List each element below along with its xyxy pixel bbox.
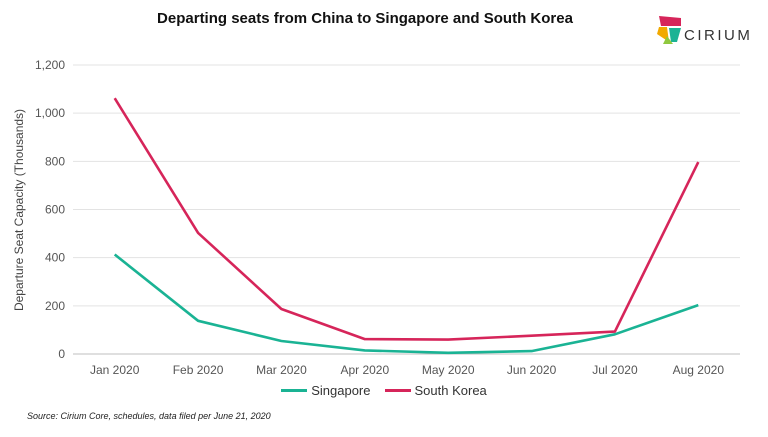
x-tick-label: Jun 2020 bbox=[507, 363, 557, 377]
y-tick-label: 1,200 bbox=[35, 58, 65, 72]
cirium-logo-icon bbox=[657, 16, 681, 44]
y-tick-label: 800 bbox=[45, 154, 65, 168]
y-tick-label: 200 bbox=[45, 299, 65, 313]
legend-item-south-korea: South Korea bbox=[384, 383, 487, 398]
source-note: Source: Cirium Core, schedules, data fil… bbox=[27, 411, 271, 421]
logo-text: CIRIUM bbox=[684, 27, 753, 44]
y-tick-label: 1,000 bbox=[35, 106, 65, 120]
chart-title: Departing seats from China to Singapore … bbox=[157, 10, 573, 27]
y-tick-label: 0 bbox=[58, 347, 65, 361]
series-line-singapore bbox=[113, 253, 699, 355]
y-tick-labels: 0 200 400 600 800 1,000 1,200 bbox=[35, 58, 65, 361]
x-tick-label: Mar 2020 bbox=[256, 363, 307, 377]
series-line-south-korea bbox=[113, 97, 700, 341]
logo-mark-top bbox=[659, 16, 681, 26]
legend-label-singapore: Singapore bbox=[311, 383, 371, 398]
legend: Singapore South Korea bbox=[0, 383, 768, 398]
y-tick-label: 600 bbox=[45, 203, 65, 217]
logo-mark-right bbox=[669, 28, 681, 42]
x-tick-labels: Jan 2020 Feb 2020 Mar 2020 Apr 2020 May 2020… bbox=[90, 363, 724, 377]
x-tick-label: Aug 2020 bbox=[673, 363, 725, 377]
x-tick-label: Feb 2020 bbox=[173, 363, 224, 377]
legend-swatch-south-korea bbox=[384, 389, 411, 392]
legend-label-south-korea: South Korea bbox=[414, 383, 487, 398]
x-tick-label: Apr 2020 bbox=[340, 363, 389, 377]
legend-swatch-singapore bbox=[281, 389, 308, 392]
y-axis-label: Departure Seat Capacity (Thousands) bbox=[12, 109, 26, 311]
x-tick-label: Jul 2020 bbox=[592, 363, 638, 377]
x-tick-label: Jan 2020 bbox=[90, 363, 140, 377]
logo-mark-bottom bbox=[663, 36, 673, 44]
grid-lines bbox=[73, 64, 740, 355]
y-tick-label: 400 bbox=[45, 251, 65, 265]
series-lines bbox=[113, 97, 700, 355]
x-tick-label: May 2020 bbox=[422, 363, 475, 377]
legend-item-singapore: Singapore bbox=[281, 383, 371, 398]
